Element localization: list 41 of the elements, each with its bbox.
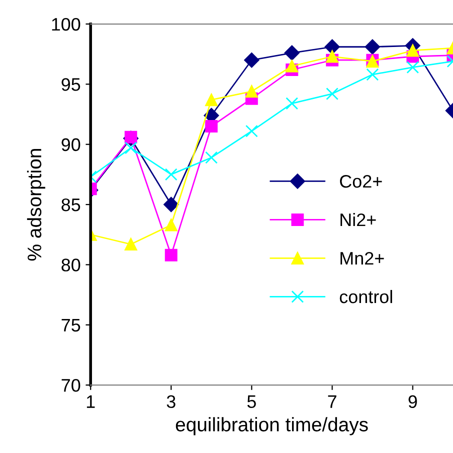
- y-tick-label: 90: [62, 138, 80, 152]
- point: [364, 39, 380, 54]
- y-tick-label: 70: [62, 378, 80, 392]
- point: [245, 85, 258, 98]
- point: [164, 168, 178, 181]
- x-tick-label: 9: [408, 395, 417, 408]
- y-tick-label: 100: [52, 18, 80, 31]
- point: [164, 248, 178, 262]
- point: [164, 196, 179, 212]
- point: [406, 44, 419, 57]
- x-axis-title: equilibration time/days: [176, 417, 368, 436]
- x-tick-label: 5: [247, 395, 256, 408]
- point: [326, 88, 338, 100]
- x-tick-label: 1: [86, 395, 95, 408]
- legend-label: Co2+: [340, 174, 382, 188]
- legend-label: Mn2+: [340, 252, 384, 265]
- x-tick-label: 7: [328, 395, 336, 408]
- y-tick-label: 80: [62, 258, 80, 272]
- y-tick-label: 85: [62, 198, 80, 212]
- y-tick-label: 75: [62, 318, 80, 332]
- legend-label: Ni2+: [340, 212, 376, 226]
- y-tick-label: 95: [62, 78, 80, 91]
- x-tick-label: 3: [166, 395, 176, 408]
- point: [324, 39, 340, 54]
- point: [366, 68, 379, 81]
- point: [124, 238, 138, 250]
- legend-label: control: [340, 290, 392, 304]
- point: [164, 218, 178, 232]
- point: [205, 94, 218, 106]
- y-axis-title: % adsorption: [27, 149, 46, 261]
- point: [245, 124, 258, 138]
- point: [284, 45, 300, 60]
- point: [124, 142, 138, 154]
- point: [406, 61, 419, 74]
- point: [205, 151, 218, 164]
- point: [326, 50, 338, 63]
- point: [286, 60, 298, 72]
- point: [286, 97, 298, 110]
- point: [205, 120, 218, 133]
- point: [124, 130, 138, 144]
- point: [244, 52, 260, 68]
